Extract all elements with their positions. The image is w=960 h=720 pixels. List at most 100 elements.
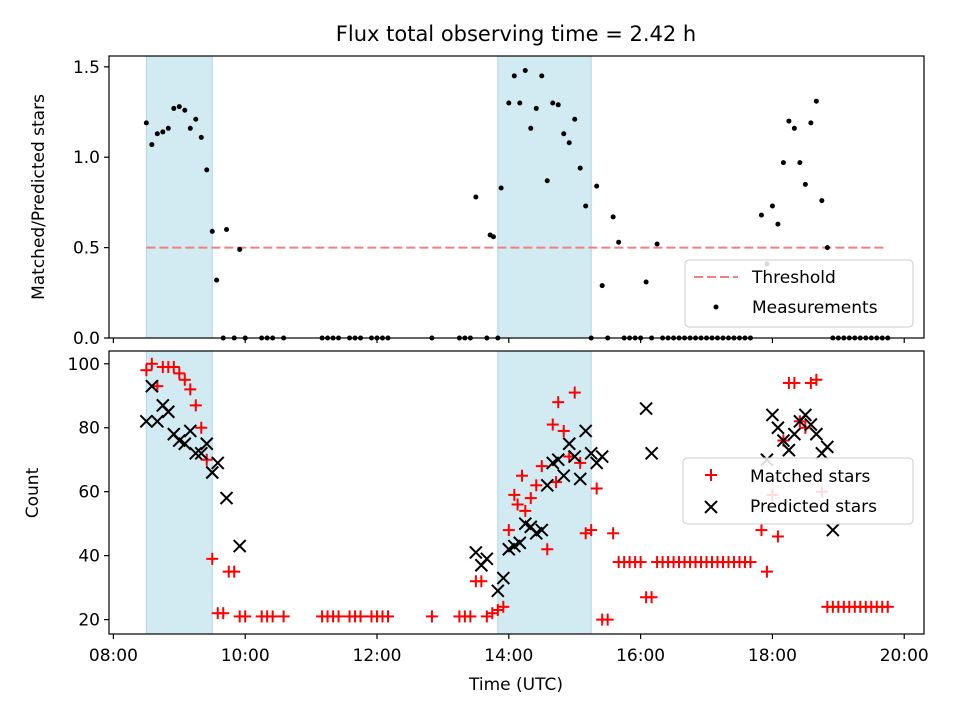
measurement-point: [758, 212, 764, 218]
matched-star-point: [550, 476, 563, 489]
predicted-star-point: [200, 437, 214, 451]
predicted-star-point: [798, 408, 813, 422]
predicted-star-point: [139, 414, 154, 429]
x-tick-label: 18:00: [748, 646, 797, 666]
matched-star-point: [788, 376, 801, 389]
matched-star-point: [755, 524, 768, 537]
measurement-point: [555, 102, 561, 108]
measurement-point: [786, 118, 792, 124]
predicted-star-point: [787, 427, 802, 441]
shaded-interval: [497, 55, 592, 339]
measurement-point: [237, 246, 243, 252]
measurement-point: [517, 100, 523, 106]
x-tick-label: 20:00: [880, 646, 929, 666]
x-tick-label: 12:00: [353, 646, 402, 666]
measurement-point: [204, 167, 210, 173]
bottom-legend: Matched stars Predicted stars: [682, 457, 914, 525]
measurement-point: [577, 165, 583, 171]
predicted-star-point: [568, 449, 582, 464]
predicted-star-point: [573, 472, 587, 486]
measurement-point: [797, 160, 803, 166]
measurement-point: [182, 107, 188, 113]
y-tick-label: 20: [78, 611, 100, 631]
matched-star-point: [607, 527, 620, 540]
matched-star-point: [425, 610, 438, 623]
matched-star-point: [266, 610, 279, 623]
matched-star-point: [645, 591, 658, 604]
predicted-star-point: [145, 379, 159, 393]
measurement-point: [791, 125, 797, 131]
y-tick-label: 1.0: [73, 148, 100, 168]
measurement-point: [802, 181, 808, 187]
predicted-star-point: [469, 545, 483, 560]
matched-star-point: [881, 600, 894, 613]
measurement-point: [599, 283, 605, 289]
measurement-point: [165, 125, 171, 131]
predicted-star-point: [578, 424, 593, 438]
predicted-star-point: [513, 536, 527, 550]
predicted-star-point: [771, 421, 785, 435]
matched-legend-label: Matched stars: [750, 467, 870, 487]
predicted-star-point: [211, 456, 225, 470]
measurement-point: [610, 214, 616, 220]
predicted-star-point: [826, 523, 840, 537]
measurement-point: [533, 105, 539, 111]
matched-star-point: [239, 610, 252, 623]
y-tick-label: 40: [78, 547, 100, 567]
matched-star-point: [760, 565, 773, 578]
predicted-star-point: [183, 424, 197, 438]
matched-star-point: [810, 373, 823, 386]
matched-star-point: [228, 565, 241, 578]
measurement-point: [583, 203, 589, 209]
predicted-star-point: [233, 539, 247, 553]
matched-star-point: [195, 421, 208, 434]
predicted-star-point: [150, 414, 165, 429]
figure-title: Flux total observing time = 2.42 h: [336, 22, 696, 46]
matched-star-point: [173, 367, 186, 380]
matched-star-point: [381, 610, 394, 623]
shaded-interval: [145, 55, 213, 339]
shaded-interval: [145, 350, 213, 635]
predicted-star-point: [595, 449, 609, 464]
matched-star-point: [634, 556, 647, 569]
y-tick-label: 80: [78, 419, 100, 439]
measurement-point: [176, 104, 182, 110]
measurement-point: [572, 116, 578, 122]
matched-legend-swatch: [705, 469, 717, 481]
measurement-point: [775, 221, 781, 227]
predicted-star-point: [491, 584, 505, 598]
measurement-point: [643, 279, 649, 285]
measurements-legend-label: Measurements: [752, 298, 878, 318]
predicted-star-point: [782, 443, 796, 457]
measurement-point: [143, 120, 149, 126]
predicted-star-point: [194, 446, 208, 461]
measurement-point: [193, 116, 199, 122]
matched-star-point: [557, 424, 570, 437]
matched-star-point: [541, 543, 554, 556]
x-tick-label: 10:00: [221, 646, 270, 666]
predicted-star-point: [765, 408, 780, 422]
predicted-star-point: [809, 427, 824, 441]
measurement-point: [198, 134, 204, 140]
predicted-legend-swatch: [704, 500, 718, 514]
y-tick-label: 100: [68, 355, 100, 375]
predicted-star-point: [557, 469, 571, 483]
predicted-star-point: [496, 571, 511, 585]
matched-star-point: [464, 610, 477, 623]
matched-star-point: [189, 399, 202, 412]
predicted-star-point: [644, 446, 659, 461]
matched-star-point: [475, 575, 488, 588]
measurement-point: [149, 142, 155, 148]
top-legend: Threshold Measurements: [684, 259, 914, 328]
predicted-star-point: [776, 433, 791, 448]
measurement-point: [224, 227, 230, 233]
matched-star-point: [535, 460, 548, 473]
predicted-star-point: [189, 446, 203, 461]
y-tick-label: 1.5: [73, 58, 100, 78]
matched-star-point: [744, 556, 757, 569]
measurement-point: [160, 129, 166, 135]
bottom-x-axis-label: Time (UTC): [468, 675, 563, 695]
measurement-point: [550, 100, 556, 106]
measurement-point: [209, 228, 215, 234]
